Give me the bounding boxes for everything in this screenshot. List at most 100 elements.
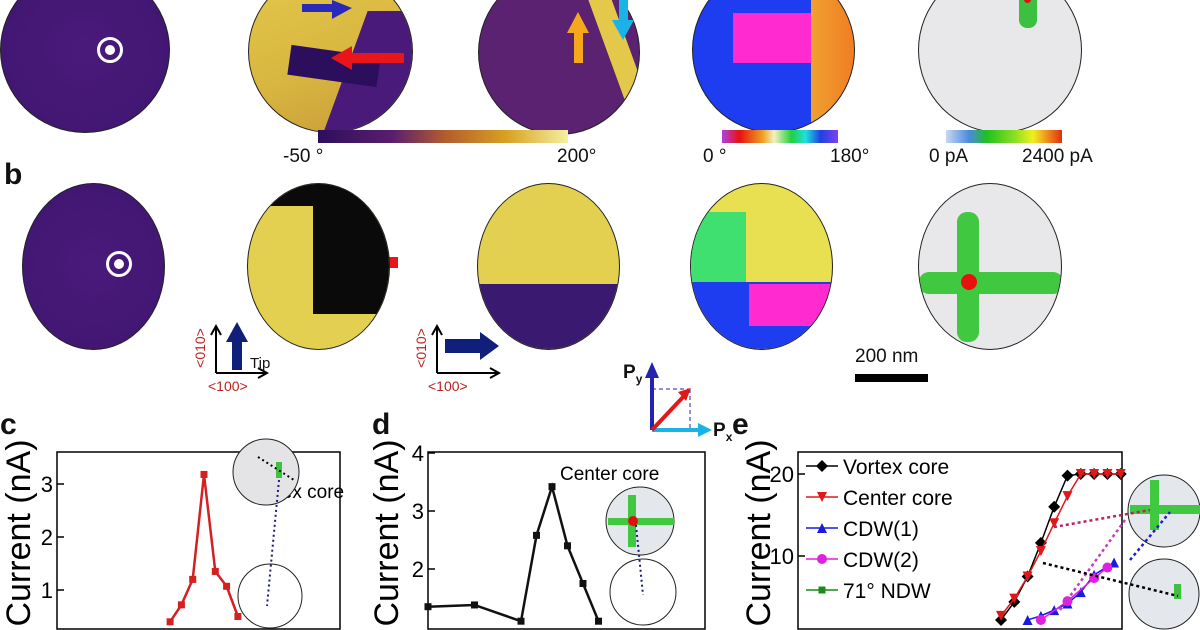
- polarization-axes-icon: [645, 362, 712, 437]
- y-axis-label: Current (nA): [0, 439, 38, 626]
- data-point: [996, 610, 1006, 621]
- data-point: [1075, 469, 1086, 479]
- dotted-pointer: [1042, 561, 1179, 598]
- y-tick-label: 1: [41, 578, 53, 603]
- y-tick-label: 3: [412, 499, 424, 524]
- crystal-axes-icon: [210, 323, 270, 379]
- data-point: [223, 582, 231, 590]
- inset-current-map: [232, 438, 300, 506]
- domain-wall-current: [919, 272, 1061, 294]
- dotted-profile-line: [257, 456, 295, 481]
- series-vortex-core: [166, 470, 242, 626]
- py-text: P: [623, 362, 636, 383]
- vortex-core-symbol: [106, 251, 132, 277]
- data-point: [595, 617, 602, 625]
- plot-frame: [797, 451, 1123, 630]
- axis-100-label: <100>: [428, 378, 468, 394]
- data-point: [1062, 491, 1073, 502]
- data-point: [817, 523, 827, 533]
- angle-colorbar-min: 0 °: [703, 146, 727, 167]
- inset-hotspot: [276, 462, 282, 478]
- legend-entry: 71° NDW: [843, 580, 931, 603]
- inset-domain-wall: [1150, 480, 1159, 530]
- chart-title: Center core: [560, 464, 659, 485]
- data-point: [816, 460, 828, 472]
- data-point: [817, 554, 827, 564]
- angle-colorbar-max: 180°: [830, 146, 870, 167]
- data-point: [579, 580, 587, 587]
- inset-domain-wall: [608, 518, 674, 525]
- plot-frame: [427, 451, 706, 630]
- dotted-pointer: [1058, 519, 1127, 611]
- data-point: [177, 601, 185, 609]
- domain-region: [478, 284, 619, 349]
- data-point: [1115, 469, 1126, 479]
- legend-entry: CDW(2): [843, 549, 919, 572]
- dotted-pointer: [635, 524, 644, 596]
- data-point: [1035, 614, 1046, 625]
- y-axis-label: Current (nA): [740, 439, 778, 626]
- panel-label-b: b: [4, 158, 23, 191]
- current-peak: [1024, 0, 1031, 3]
- panel-label-e: e: [732, 408, 749, 441]
- data-point: [1035, 546, 1046, 557]
- data-point: [189, 575, 197, 583]
- inset-domain-wall: [1130, 505, 1200, 514]
- pfm-phase-map-vortex-a: [0, 0, 170, 133]
- cyan-arrow-icon: [612, 0, 634, 40]
- px-label: Px: [713, 420, 732, 444]
- pfm-phase-map-b2: [247, 183, 390, 350]
- inset-hotspot: [1174, 584, 1181, 599]
- axis-100-label: <100>: [208, 378, 248, 394]
- crystal-axes-icon: [431, 323, 502, 379]
- y-tick-label: 20: [770, 462, 794, 487]
- scale-bar-label: 200 nm: [855, 346, 919, 367]
- data-point: [1075, 587, 1086, 598]
- red-arrow-icon: [331, 46, 404, 70]
- data-point: [1089, 469, 1100, 479]
- angle-colorbar: [722, 130, 838, 143]
- phase-colorbar-min: -50 °: [283, 146, 324, 167]
- dotted-pointer: [1053, 508, 1151, 529]
- domain-region: [313, 184, 389, 314]
- polarization-map-b: [690, 183, 833, 350]
- series-line: [169, 474, 240, 623]
- current-peak: [961, 274, 977, 290]
- data-point: [1049, 518, 1060, 529]
- inset-current-map: [1128, 558, 1200, 630]
- legend-entry: Center core: [843, 487, 953, 510]
- y-tick-label: 10: [770, 544, 794, 569]
- series-line: [1000, 473, 1121, 617]
- inset-hotspot: [628, 516, 638, 526]
- phase-colorbar-max: 200°: [557, 146, 597, 167]
- data-point: [533, 531, 540, 539]
- panel-label-c: c: [0, 408, 17, 441]
- data-point: [1061, 469, 1074, 482]
- data-point: [517, 617, 525, 625]
- legend-entry: CDW(1): [843, 518, 919, 541]
- current-colorbar-min: 0 pA: [929, 146, 969, 167]
- domain-region: [691, 212, 746, 282]
- inset-vortex-polarization: [237, 563, 303, 629]
- panel-label-d: d: [372, 408, 391, 441]
- current-colorbar-max: 2400 pA: [1022, 146, 1093, 167]
- data-point: [471, 601, 478, 609]
- data-point: [1022, 614, 1033, 625]
- scale-bar: [855, 374, 928, 382]
- current-hotspot: [1019, 0, 1037, 28]
- series-line: [1000, 473, 1121, 621]
- data-point: [1022, 571, 1033, 582]
- data-point: [548, 483, 556, 491]
- y-tick-label: 2: [412, 557, 424, 582]
- domain-region: [733, 13, 813, 63]
- inset-center-polarization: [609, 558, 677, 626]
- tip-arrow-icon: [226, 322, 248, 370]
- plot-frame: [56, 451, 341, 630]
- data-point: [200, 470, 208, 478]
- y-tick-label: 2: [41, 525, 53, 550]
- pfm-phase-map-b3: [477, 183, 620, 350]
- y-tick-label: 4: [412, 441, 424, 466]
